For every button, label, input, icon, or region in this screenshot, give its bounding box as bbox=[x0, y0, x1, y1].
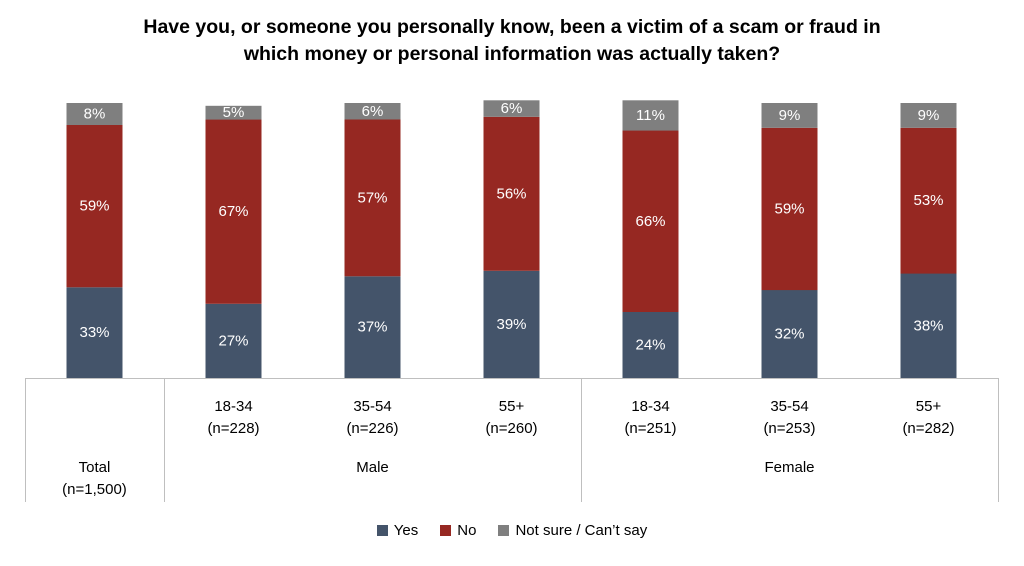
bar-segment-yes-5 bbox=[761, 290, 818, 378]
bar-segment-not-sure-can-t-say-4 bbox=[622, 100, 679, 131]
data-label: 66% bbox=[635, 213, 665, 230]
bar-segment-not-sure-can-t-say-2 bbox=[344, 103, 401, 120]
bar-segment-not-sure-can-t-say-0 bbox=[66, 103, 123, 125]
category-label: 55+ bbox=[499, 398, 525, 415]
category-n-label: (n=228) bbox=[207, 420, 259, 437]
category-label: 55+ bbox=[916, 398, 942, 415]
legend-item: No bbox=[440, 522, 476, 539]
data-label: 59% bbox=[79, 198, 109, 215]
group-label: Male bbox=[356, 459, 389, 476]
category-label: 18-34 bbox=[631, 398, 669, 415]
legend-item: Not sure / Can’t say bbox=[498, 522, 647, 539]
data-label: 11% bbox=[636, 107, 665, 124]
bar-segment-no-1 bbox=[205, 119, 262, 304]
legend-swatch bbox=[498, 525, 510, 536]
legend-label: No bbox=[457, 522, 477, 539]
data-label: 37% bbox=[357, 319, 387, 336]
category-label: Total bbox=[79, 459, 111, 476]
data-label: 53% bbox=[913, 192, 943, 209]
data-label: 6% bbox=[501, 100, 523, 117]
bar-segment-not-sure-can-t-say-5 bbox=[761, 103, 818, 128]
data-label: 33% bbox=[79, 324, 109, 341]
category-n-label: (n=253) bbox=[763, 420, 815, 437]
data-label: 59% bbox=[774, 200, 804, 217]
bar-segment-no-5 bbox=[761, 127, 818, 291]
category-label: 18-34 bbox=[214, 398, 252, 415]
bar-segment-no-3 bbox=[483, 116, 540, 271]
bar-segment-no-2 bbox=[344, 119, 401, 277]
data-label: 6% bbox=[362, 103, 384, 120]
legend-swatch bbox=[376, 525, 388, 536]
bar-segment-yes-6 bbox=[900, 273, 957, 378]
legend-label: Yes bbox=[393, 522, 419, 539]
data-label: 24% bbox=[635, 337, 665, 354]
data-label: 39% bbox=[496, 316, 526, 333]
legend-swatch bbox=[440, 525, 452, 536]
data-label: 9% bbox=[779, 107, 801, 124]
category-n-label: (n=260) bbox=[485, 420, 537, 437]
bar-segment-no-6 bbox=[900, 127, 957, 274]
legend: Yes No Not sure / Can’t say bbox=[0, 522, 1024, 539]
data-label: 38% bbox=[913, 317, 943, 334]
bar-segment-no-0 bbox=[66, 125, 123, 288]
legend-item: Yes bbox=[376, 522, 419, 539]
group-label: Female bbox=[764, 459, 814, 476]
data-label: 8% bbox=[84, 106, 106, 123]
category-n-label: (n=1,500) bbox=[62, 481, 127, 498]
category-n-label: (n=251) bbox=[624, 420, 676, 437]
category-axis: Total (n=1,500) 18-34 (n=228) 35-54 (n=226) 55… bbox=[25, 378, 999, 502]
data-label: 57% bbox=[357, 189, 387, 206]
data-label: 56% bbox=[496, 185, 526, 202]
bar-segment-no-4 bbox=[622, 130, 679, 312]
chart-title: Have you, or someone you personally know… bbox=[0, 14, 1024, 68]
data-label: 27% bbox=[218, 332, 248, 349]
bar-segment-not-sure-can-t-say-1 bbox=[205, 105, 262, 120]
category-n-label: (n=282) bbox=[902, 420, 954, 437]
bars-layer: 33% 59% 8% 27% 67% 5% 37% 57% 6% 39% 56% 6% 24% 66% 11… bbox=[66, 100, 957, 379]
data-label: 67% bbox=[218, 203, 248, 220]
bar-segment-yes-1 bbox=[205, 303, 262, 379]
data-label: 5% bbox=[223, 104, 245, 121]
legend-label: Not sure / Can’t say bbox=[515, 522, 648, 539]
data-label: 9% bbox=[918, 107, 940, 124]
data-label: 32% bbox=[774, 326, 804, 343]
category-label: 35-54 bbox=[770, 398, 808, 415]
chart-title-line-1: Have you, or someone you personally know… bbox=[143, 16, 881, 38]
bar-segment-yes-4 bbox=[622, 312, 679, 378]
bar-segment-not-sure-can-t-say-3 bbox=[483, 100, 540, 117]
bar-segment-not-sure-can-t-say-6 bbox=[900, 103, 957, 128]
category-n-label: (n=226) bbox=[346, 420, 398, 437]
bar-segment-yes-2 bbox=[344, 276, 401, 379]
category-label: 35-54 bbox=[353, 398, 391, 415]
bar-segment-yes-0 bbox=[66, 287, 123, 379]
chart-title-line-2: which money or personal information was … bbox=[243, 43, 781, 65]
bar-segment-yes-3 bbox=[483, 270, 540, 379]
